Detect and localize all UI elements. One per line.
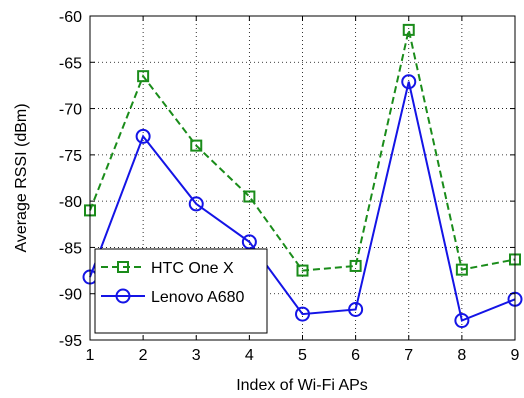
y-tick-label: -85 (59, 240, 82, 257)
y-tick-label: -90 (59, 287, 82, 304)
x-axis-label: Index of Wi-Fi APs (236, 377, 368, 394)
x-tick-label: 3 (192, 347, 201, 364)
lenovo-a680-marker (454, 313, 470, 329)
y-tick-label: -95 (59, 333, 82, 350)
grid (90, 16, 515, 340)
legend-label-lenovo-a680: Lenovo A680 (151, 289, 245, 306)
lenovo-a680-marker (135, 128, 151, 144)
lenovo-a680-marker (295, 306, 310, 322)
htc-one-x-marker (349, 259, 362, 272)
y-tick-label: -70 (59, 102, 82, 119)
lenovo-a680-marker (401, 74, 417, 90)
y-tick-label: -80 (59, 194, 82, 211)
htc-one-x-marker (455, 263, 468, 276)
lenovo-a680-marker (188, 196, 204, 212)
legend-label-htc-one-x: HTC One X (151, 260, 234, 277)
x-tick-label: 6 (351, 347, 360, 364)
lenovo-a680-line (89, 81, 516, 322)
y-tick-label: -75 (59, 148, 82, 165)
x-tick-label: 7 (404, 347, 413, 364)
htc-one-x-marker (296, 264, 309, 277)
x-tick-label: 8 (457, 347, 466, 364)
legend-htc-one-x-marker (117, 261, 129, 273)
htc-one-x-line (89, 29, 516, 272)
htc-one-x-marker (190, 139, 203, 152)
x-tick-label: 2 (139, 347, 148, 364)
lenovo-a680-marker (241, 234, 257, 250)
htc-one-x-marker (402, 23, 415, 36)
x-tick-label: 4 (245, 347, 254, 364)
ticks: 1 2 3 4 5 6 7 8 9 -95 -90 -85 -80 -75 -70 -65 -60 (59, 9, 520, 364)
htc-one-x-marker (243, 190, 256, 203)
legend: HTC One X Lenovo A680 (94, 248, 268, 334)
lenovo-a680-marker (348, 301, 364, 317)
y-axis-label: Average RSSI (dBm) (13, 103, 30, 252)
y-tick-label: -65 (59, 55, 82, 72)
x-tick-label: 1 (86, 347, 95, 364)
y-tick-label: -60 (59, 9, 82, 26)
htc-one-x-marker (137, 70, 150, 83)
x-tick-label: 9 (511, 347, 520, 364)
legend-lenovo-a680-marker (115, 288, 131, 304)
x-tick-label: 5 (298, 347, 307, 364)
